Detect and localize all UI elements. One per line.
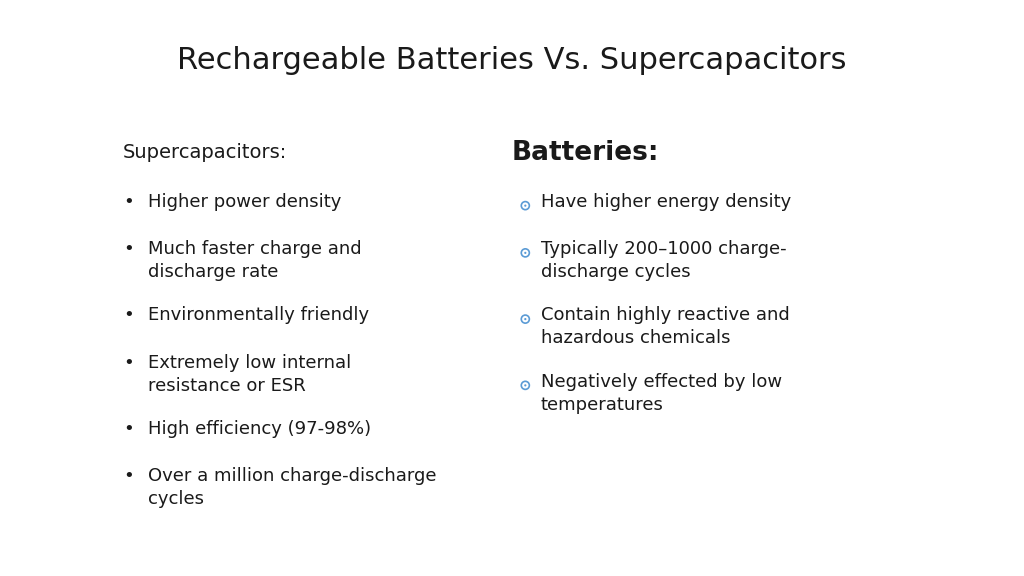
Text: Higher power density: Higher power density <box>148 193 342 211</box>
Text: Have higher energy density: Have higher energy density <box>541 193 791 211</box>
Text: •: • <box>123 420 133 438</box>
Text: Environmentally friendly: Environmentally friendly <box>148 306 370 324</box>
Ellipse shape <box>524 252 526 254</box>
Text: Contain highly reactive and
hazardous chemicals: Contain highly reactive and hazardous ch… <box>541 306 790 347</box>
Ellipse shape <box>524 384 526 386</box>
Ellipse shape <box>524 318 526 320</box>
Text: Rechargeable Batteries Vs. Supercapacitors: Rechargeable Batteries Vs. Supercapacito… <box>177 46 847 75</box>
Text: •: • <box>123 193 133 211</box>
Text: Extremely low internal
resistance or ESR: Extremely low internal resistance or ESR <box>148 354 351 395</box>
Text: •: • <box>123 354 133 372</box>
Text: Much faster charge and
discharge rate: Much faster charge and discharge rate <box>148 240 362 281</box>
Text: Negatively effected by low
temperatures: Negatively effected by low temperatures <box>541 373 781 414</box>
Text: Typically 200–1000 charge-
discharge cycles: Typically 200–1000 charge- discharge cyc… <box>541 240 786 281</box>
Text: High efficiency (97-98%): High efficiency (97-98%) <box>148 420 372 438</box>
Text: •: • <box>123 467 133 485</box>
Text: •: • <box>123 306 133 324</box>
Text: Batteries:: Batteries: <box>512 139 659 166</box>
Text: Over a million charge-discharge
cycles: Over a million charge-discharge cycles <box>148 467 437 508</box>
Text: Supercapacitors:: Supercapacitors: <box>123 143 287 162</box>
Text: •: • <box>123 240 133 258</box>
Ellipse shape <box>524 204 526 207</box>
